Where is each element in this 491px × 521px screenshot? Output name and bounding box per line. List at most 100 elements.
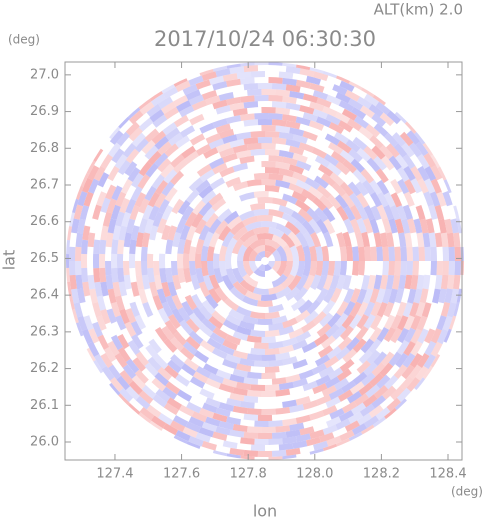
echo-cell [194, 253, 202, 269]
echo-cell [373, 156, 387, 171]
echo-cell [146, 253, 154, 269]
echo-cell [309, 410, 325, 421]
echo-cell [173, 95, 189, 107]
echo-cell [341, 192, 355, 209]
echo-cell [201, 440, 217, 451]
echo-cell [184, 211, 198, 228]
echo-cell [212, 450, 228, 460]
echo-cell [315, 245, 323, 261]
echo-cell [331, 182, 347, 197]
echo-cell [110, 253, 118, 269]
echo-cell [243, 65, 259, 73]
echo-cell [299, 105, 315, 115]
echo-cell [141, 385, 157, 399]
echo-cell [460, 261, 464, 276]
echo-cell [271, 234, 288, 249]
echo-cell [212, 81, 228, 91]
echo-cell [201, 90, 218, 101]
echo-cell [208, 274, 220, 290]
echo-cell [312, 196, 327, 211]
echo-cell [181, 300, 194, 317]
echo-cell [105, 274, 114, 290]
echo-cell [335, 418, 351, 430]
echo-cell [271, 377, 287, 385]
echo-cell [154, 135, 169, 150]
echo-cell [144, 218, 155, 234]
echo-cell [189, 261, 197, 276]
echo-cell [88, 178, 100, 194]
echo-cell [194, 218, 207, 235]
echo-cell [152, 294, 164, 311]
echo-cell [440, 232, 449, 248]
echo-cell [179, 319, 194, 335]
echo-cell [217, 208, 233, 223]
echo-cell [336, 368, 352, 382]
echo-cell [383, 314, 396, 330]
echo-cell [189, 376, 206, 389]
echo-cell [212, 99, 228, 110]
echo-cell [320, 173, 336, 187]
echo-cell [321, 261, 329, 277]
echo-cell [282, 244, 293, 261]
echo-cell [183, 253, 190, 269]
echo-cell [394, 261, 401, 276]
echo-cell [325, 94, 342, 106]
echo-cell [112, 281, 122, 297]
echo-cell [131, 333, 144, 350]
echo-cell [144, 362, 159, 377]
echo-cell [359, 403, 375, 417]
echo-cell [225, 268, 238, 285]
echo-cell [265, 384, 280, 391]
echo-cell [349, 381, 365, 395]
echo-cell [293, 220, 308, 236]
echo-cell [384, 375, 399, 390]
echo-cell [413, 218, 423, 234]
echo-cell [201, 421, 218, 432]
echo-cell [265, 311, 281, 319]
echo-cell [369, 326, 383, 343]
echo-cell [342, 274, 352, 291]
echo-cell [309, 101, 325, 112]
echo-cell [157, 198, 170, 215]
echo-cell [146, 404, 162, 418]
echo-cell [312, 108, 328, 120]
echo-cell [339, 325, 354, 341]
echo-cell [116, 131, 131, 147]
echo-cell [417, 328, 429, 344]
echo-cell [410, 328, 423, 344]
echo-cell [302, 112, 319, 123]
echo-cell [282, 436, 297, 445]
echo-cell [341, 108, 358, 121]
echo-cell [225, 353, 241, 364]
echo-cell [139, 101, 155, 115]
echo-cell [181, 363, 197, 377]
echo-cell [296, 244, 305, 261]
echo-cell [127, 339, 141, 356]
echo-cell [281, 212, 298, 226]
echo-cell [240, 437, 255, 445]
echo-cell [318, 164, 334, 177]
echo-cell [161, 325, 175, 341]
echo-cell [376, 374, 391, 389]
echo-cell [261, 125, 276, 132]
echo-cell [153, 261, 160, 276]
echo-cell [257, 83, 273, 90]
echo-cell [409, 352, 423, 368]
echo-cell [336, 205, 349, 222]
echo-cell [303, 274, 315, 291]
echo-cell [282, 95, 297, 104]
echo-cell [170, 420, 186, 433]
echo-cell [164, 364, 179, 379]
echo-cell [116, 375, 131, 391]
echo-cell [179, 224, 191, 241]
echo-cell [222, 358, 238, 370]
echo-cell [355, 232, 364, 248]
echo-cell [94, 281, 103, 297]
echo-cell [442, 190, 453, 207]
echo-cell [265, 251, 273, 259]
echo-cell [77, 218, 86, 234]
echo-cell [185, 318, 200, 333]
echo-cell [179, 404, 195, 417]
echo-cell [179, 105, 195, 118]
echo-cell [303, 310, 319, 325]
